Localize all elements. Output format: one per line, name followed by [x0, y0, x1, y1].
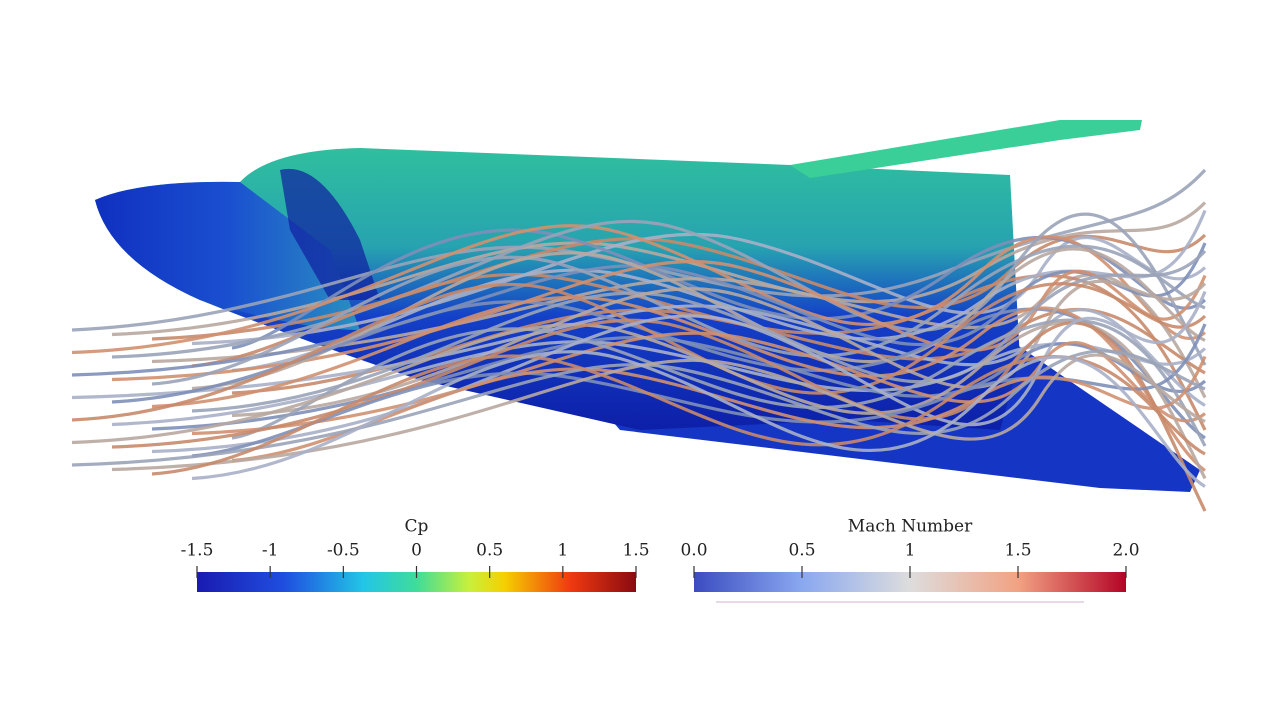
shock-region [280, 168, 380, 300]
streamline [191, 232, 1207, 346]
streamline [71, 349, 1206, 467]
streamline [71, 168, 1207, 332]
streamline [71, 224, 1207, 355]
streamline [71, 320, 1207, 480]
streamline [111, 340, 1207, 427]
streamline [231, 228, 1207, 350]
tick-label: 1.5 [1004, 541, 1031, 561]
streamline [191, 249, 1207, 413]
tick-label: 2.0 [1112, 541, 1139, 561]
tick-label: 0.5 [788, 541, 815, 561]
streamlines [71, 168, 1207, 512]
streamline [111, 259, 1207, 382]
streamline [151, 354, 1206, 476]
tick-label: 0.5 [476, 541, 503, 561]
streamline [151, 290, 1207, 454]
colorbars: Cp -1.5 -1 -0.5 0 0.5 1 1.5 Mach Number 0.0 0.5 1 1.… [181, 517, 1140, 592]
tick-label: 1 [905, 541, 916, 561]
tick-label: -1.5 [181, 541, 214, 561]
tick-label: 1 [557, 541, 568, 561]
colorbar [197, 572, 636, 592]
streamline [151, 295, 1206, 472]
tick-label: 0.0 [680, 541, 707, 561]
tick-label: -0.5 [327, 541, 360, 561]
streamline [111, 353, 1206, 472]
tick-label: 1.5 [622, 541, 649, 561]
colorbar-title: Mach Number [848, 517, 973, 537]
streamline [231, 355, 1207, 463]
streamline [191, 350, 1206, 488]
streamline [231, 318, 1207, 447]
streamline [231, 307, 1206, 395]
colorbar-title: Cp [405, 517, 429, 537]
streamline [111, 318, 1207, 512]
tail [790, 120, 1142, 178]
tick-label: 0 [411, 541, 422, 561]
streamline [111, 201, 1207, 337]
tick-label: -1 [262, 541, 279, 561]
